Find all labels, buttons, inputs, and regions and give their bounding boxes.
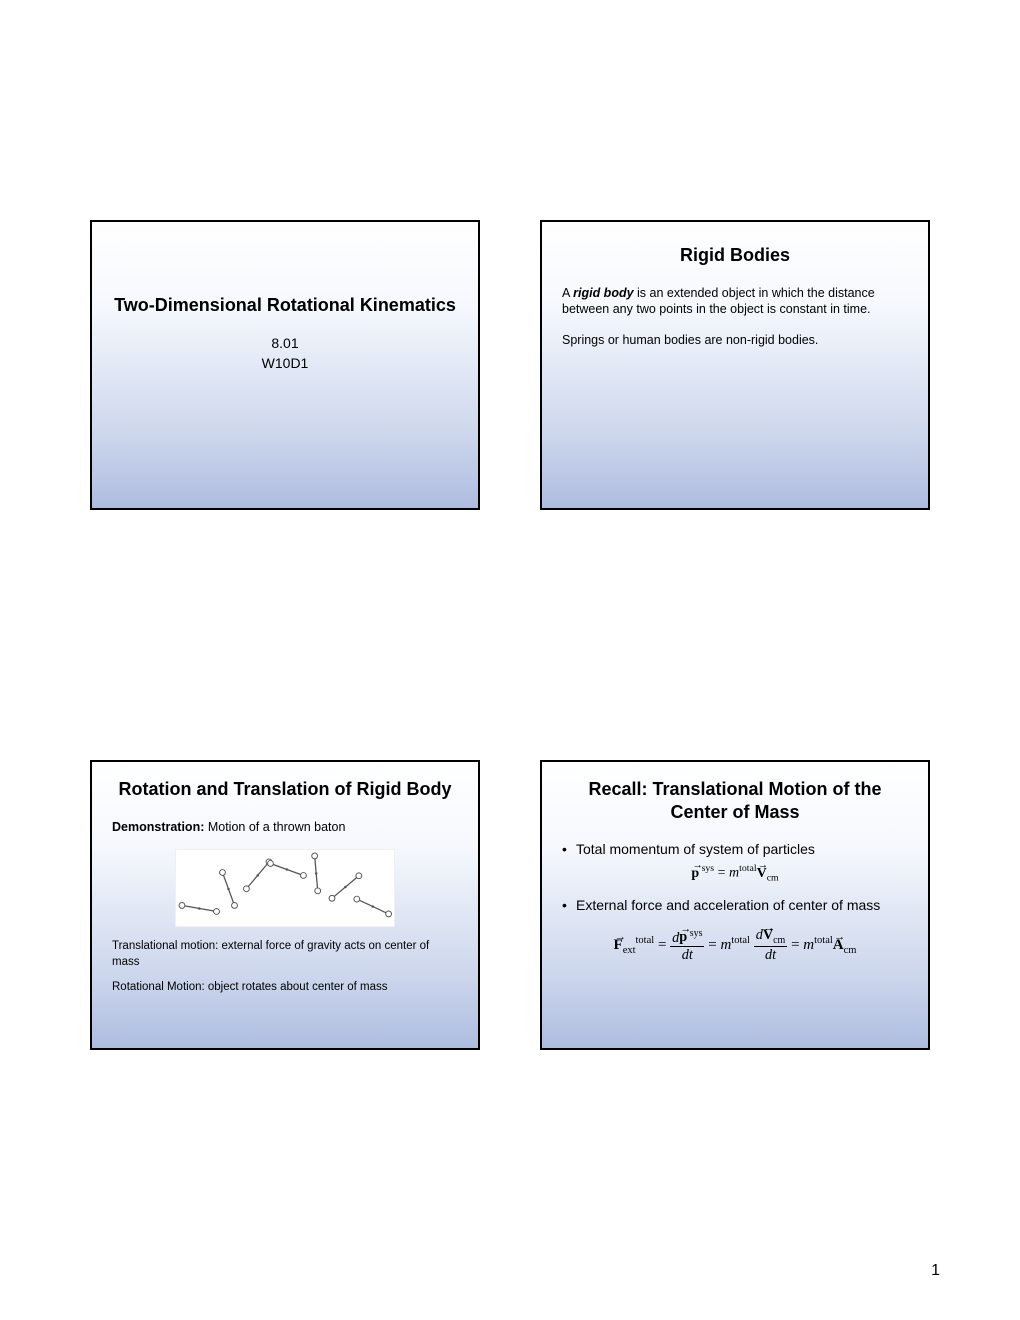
- baton-diagram: [175, 849, 395, 927]
- slide-1-course: 8.01: [112, 335, 458, 351]
- slide-4-title: Recall: Translational Motion of the Cent…: [562, 778, 908, 823]
- demo-label: Demonstration:: [112, 820, 204, 834]
- slide-4: Recall: Translational Motion of the Cent…: [540, 760, 930, 1050]
- slide-1-session: W10D1: [112, 355, 458, 371]
- term-rigid-body: rigid body: [573, 286, 633, 300]
- slide-3-title: Rotation and Translation of Rigid Body: [112, 778, 458, 801]
- slide-3-p1: Translational motion: external force of …: [112, 939, 458, 970]
- slide-2-p1: A rigid body is an extended object in wh…: [562, 285, 908, 319]
- slide-4-b2: External force and acceleration of cente…: [562, 897, 908, 913]
- slide-4-b1: Total momentum of system of particles: [562, 841, 908, 857]
- slide-2-title: Rigid Bodies: [562, 244, 908, 267]
- slide-3-demo: Demonstration: Motion of a thrown baton: [112, 819, 458, 836]
- slide-4-eq1: p sys = mtotalVcm: [562, 863, 908, 883]
- slide-3-p2: Rotational Motion: object rotates about …: [112, 980, 458, 996]
- page-number: 1: [931, 1262, 940, 1280]
- text: A: [562, 286, 573, 300]
- slide-2: Rigid Bodies A rigid body is an extended…: [540, 220, 930, 510]
- slide-4-eq2: Fexttotal = dp sysdt = mtotal dVcmdt = m…: [562, 927, 908, 964]
- demo-text: Motion of a thrown baton: [204, 820, 345, 834]
- slide-1-title: Two-Dimensional Rotational Kinematics: [112, 294, 458, 317]
- slide-1: Two-Dimensional Rotational Kinematics 8.…: [90, 220, 480, 510]
- slide-3: Rotation and Translation of Rigid Body D…: [90, 760, 480, 1050]
- slide-2-p2: Springs or human bodies are non-rigid bo…: [562, 332, 908, 349]
